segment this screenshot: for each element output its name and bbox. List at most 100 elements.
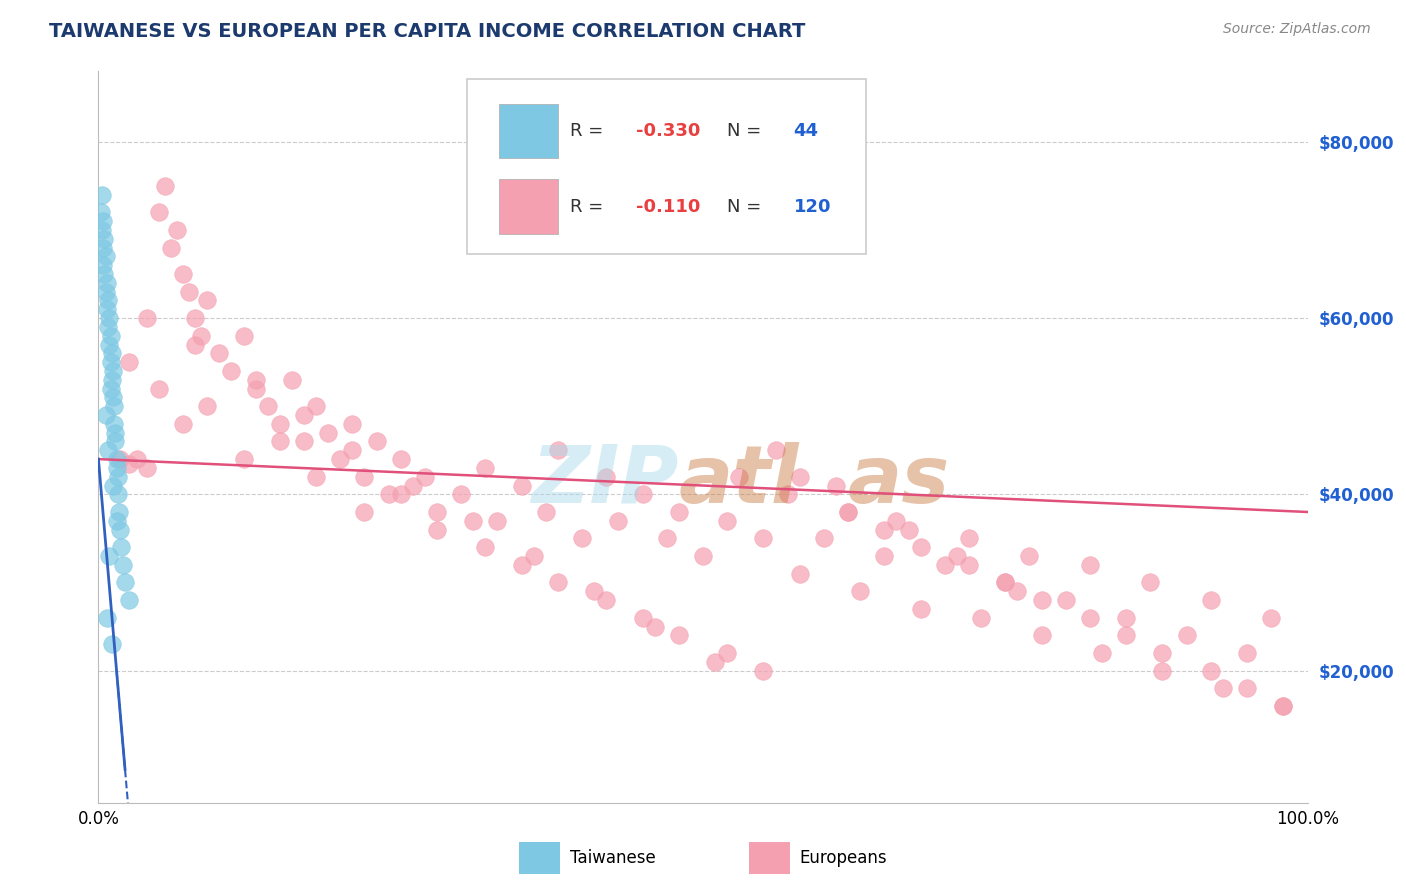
- Point: [402, 478, 425, 492]
- Point: [644, 619, 666, 633]
- Point: [93, 267, 115, 281]
- Point: [91, 214, 114, 228]
- Text: Source: ZipAtlas.com: Source: ZipAtlas.com: [1223, 22, 1371, 37]
- Point: [90, 205, 112, 219]
- Point: [108, 505, 131, 519]
- Point: [692, 549, 714, 563]
- Point: [1139, 575, 1161, 590]
- Point: [716, 514, 738, 528]
- Point: [631, 487, 654, 501]
- Point: [342, 443, 364, 458]
- Point: [716, 646, 738, 660]
- Point: [873, 549, 896, 563]
- Point: [93, 232, 115, 246]
- Point: [148, 205, 170, 219]
- Point: [1199, 664, 1222, 678]
- Point: [1212, 681, 1234, 696]
- Text: R =: R =: [569, 198, 609, 216]
- Point: [534, 505, 557, 519]
- Point: [172, 267, 194, 281]
- Text: Taiwanese: Taiwanese: [569, 848, 655, 867]
- Point: [94, 408, 117, 422]
- Point: [1115, 628, 1137, 642]
- Point: [450, 487, 472, 501]
- Point: [100, 373, 122, 387]
- Point: [571, 532, 593, 546]
- Point: [100, 346, 122, 360]
- Point: [595, 593, 617, 607]
- FancyBboxPatch shape: [499, 179, 558, 234]
- Point: [94, 249, 117, 263]
- Point: [108, 452, 131, 467]
- Point: [1054, 593, 1077, 607]
- Point: [547, 443, 569, 458]
- Point: [114, 575, 136, 590]
- Point: [886, 514, 908, 528]
- Point: [631, 611, 654, 625]
- Point: [366, 434, 388, 449]
- FancyBboxPatch shape: [499, 103, 558, 158]
- Point: [389, 452, 412, 467]
- Point: [1272, 698, 1295, 713]
- Point: [166, 223, 188, 237]
- Point: [107, 469, 129, 483]
- Point: [1018, 549, 1040, 563]
- Point: [98, 549, 121, 563]
- Point: [957, 532, 980, 546]
- Point: [1236, 681, 1258, 696]
- Point: [245, 382, 267, 396]
- Point: [837, 505, 859, 519]
- Point: [118, 457, 141, 471]
- Text: Europeans: Europeans: [800, 848, 887, 867]
- Text: -0.330: -0.330: [637, 122, 700, 140]
- Point: [107, 487, 129, 501]
- Text: -0.110: -0.110: [637, 198, 700, 216]
- Point: [105, 461, 128, 475]
- Point: [184, 337, 207, 351]
- Point: [825, 478, 848, 492]
- Point: [103, 417, 125, 431]
- Point: [98, 337, 121, 351]
- Point: [97, 293, 120, 308]
- Point: [668, 505, 690, 519]
- Point: [1031, 628, 1053, 642]
- Point: [256, 399, 278, 413]
- Text: N =: N =: [727, 198, 768, 216]
- Point: [474, 540, 496, 554]
- Point: [96, 276, 118, 290]
- Point: [353, 505, 375, 519]
- Point: [96, 302, 118, 317]
- Point: [190, 328, 212, 343]
- Point: [105, 514, 128, 528]
- Point: [704, 655, 727, 669]
- Point: [1272, 698, 1295, 713]
- Point: [426, 523, 449, 537]
- Point: [1007, 584, 1029, 599]
- Point: [486, 514, 509, 528]
- Point: [1078, 611, 1101, 625]
- Point: [413, 469, 436, 483]
- Point: [97, 443, 120, 458]
- Point: [655, 532, 678, 546]
- Point: [994, 575, 1017, 590]
- Point: [837, 505, 859, 519]
- Text: atl: atl: [679, 442, 800, 520]
- Point: [91, 187, 114, 202]
- Point: [269, 417, 291, 431]
- Point: [232, 452, 254, 467]
- Point: [849, 584, 872, 599]
- Point: [179, 285, 201, 299]
- Point: [329, 452, 352, 467]
- Point: [108, 523, 131, 537]
- Point: [110, 540, 132, 554]
- Point: [1236, 646, 1258, 660]
- Point: [377, 487, 399, 501]
- Point: [104, 434, 127, 449]
- Point: [1078, 558, 1101, 572]
- Point: [208, 346, 231, 360]
- Point: [96, 611, 118, 625]
- Point: [281, 373, 304, 387]
- Point: [910, 602, 932, 616]
- Point: [118, 593, 141, 607]
- Point: [765, 443, 787, 458]
